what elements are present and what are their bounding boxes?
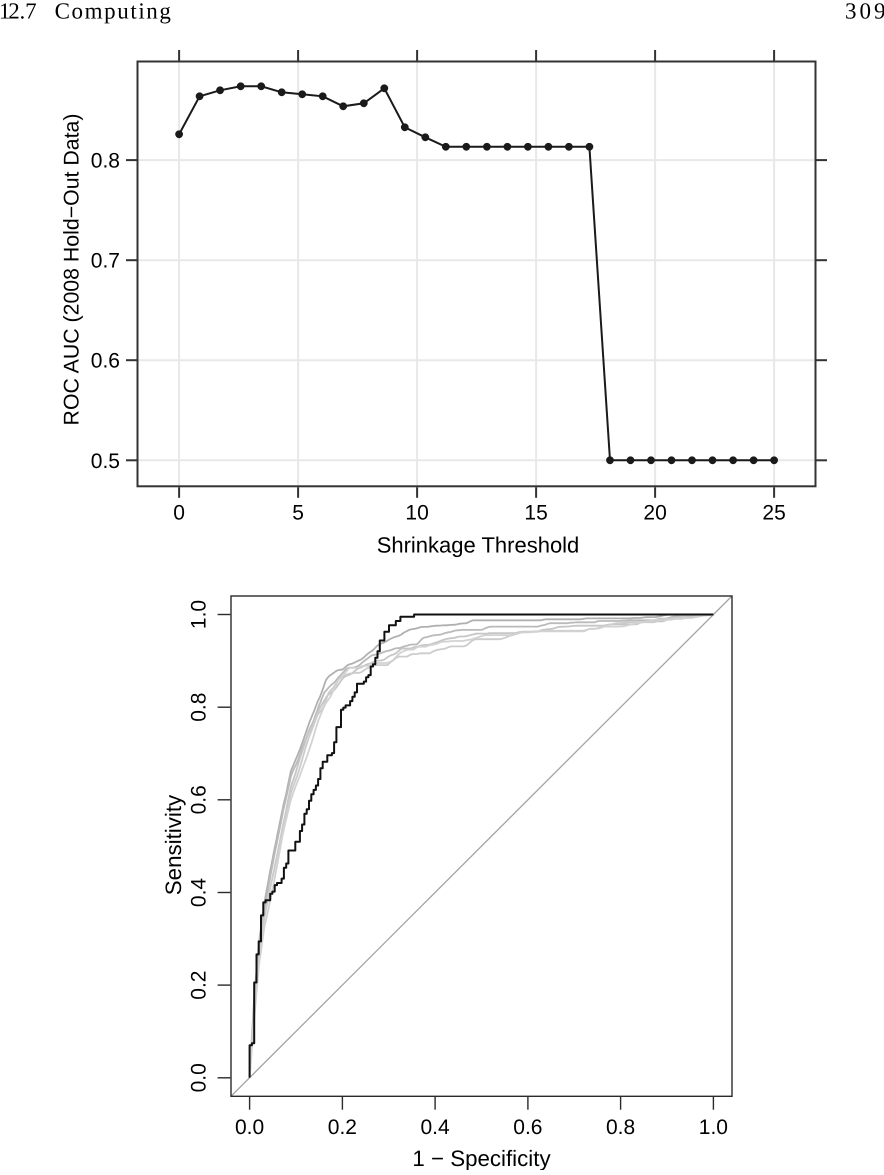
svg-text:0.8: 0.8 bbox=[91, 150, 120, 173]
svg-text:0.8: 0.8 bbox=[188, 693, 211, 722]
svg-text:Sensitivity: Sensitivity bbox=[161, 794, 186, 895]
svg-text:1.0: 1.0 bbox=[188, 600, 211, 629]
svg-text:7: 7 bbox=[25, 0, 36, 24]
svg-text:309: 309 bbox=[845, 0, 884, 24]
svg-text:0.4: 0.4 bbox=[188, 878, 211, 908]
svg-text:0.2: 0.2 bbox=[188, 970, 211, 999]
svg-text:0.2: 0.2 bbox=[328, 1116, 357, 1139]
svg-text:1 − Specificity: 1 − Specificity bbox=[412, 1146, 551, 1170]
svg-text:Shrinkage Threshold: Shrinkage Threshold bbox=[377, 532, 580, 557]
svg-text:15: 15 bbox=[524, 502, 547, 525]
svg-text:25: 25 bbox=[762, 502, 785, 525]
svg-text:0.0: 0.0 bbox=[235, 1116, 264, 1139]
svg-text:0.4: 0.4 bbox=[420, 1116, 450, 1139]
svg-text:0.8: 0.8 bbox=[606, 1116, 635, 1139]
svg-text:.: . bbox=[20, 0, 26, 24]
svg-text:2: 2 bbox=[8, 0, 19, 24]
svg-text:0.7: 0.7 bbox=[91, 250, 120, 273]
svg-text:10: 10 bbox=[405, 502, 428, 525]
svg-text:0.6: 0.6 bbox=[91, 350, 120, 373]
svg-text:0.6: 0.6 bbox=[188, 785, 211, 814]
svg-text:ROC AUC (2008 Hold−Out Data): ROC AUC (2008 Hold−Out Data) bbox=[59, 114, 83, 426]
svg-text:5: 5 bbox=[292, 502, 304, 525]
svg-text:0.5: 0.5 bbox=[91, 450, 120, 473]
svg-text:0.6: 0.6 bbox=[513, 1116, 542, 1139]
svg-text:0.0: 0.0 bbox=[188, 1063, 211, 1092]
svg-text:1.0: 1.0 bbox=[699, 1116, 728, 1139]
svg-text:Computing: Computing bbox=[55, 0, 173, 24]
svg-text:20: 20 bbox=[643, 502, 666, 525]
svg-text:1: 1 bbox=[0, 0, 10, 24]
svg-text:0: 0 bbox=[173, 502, 185, 525]
